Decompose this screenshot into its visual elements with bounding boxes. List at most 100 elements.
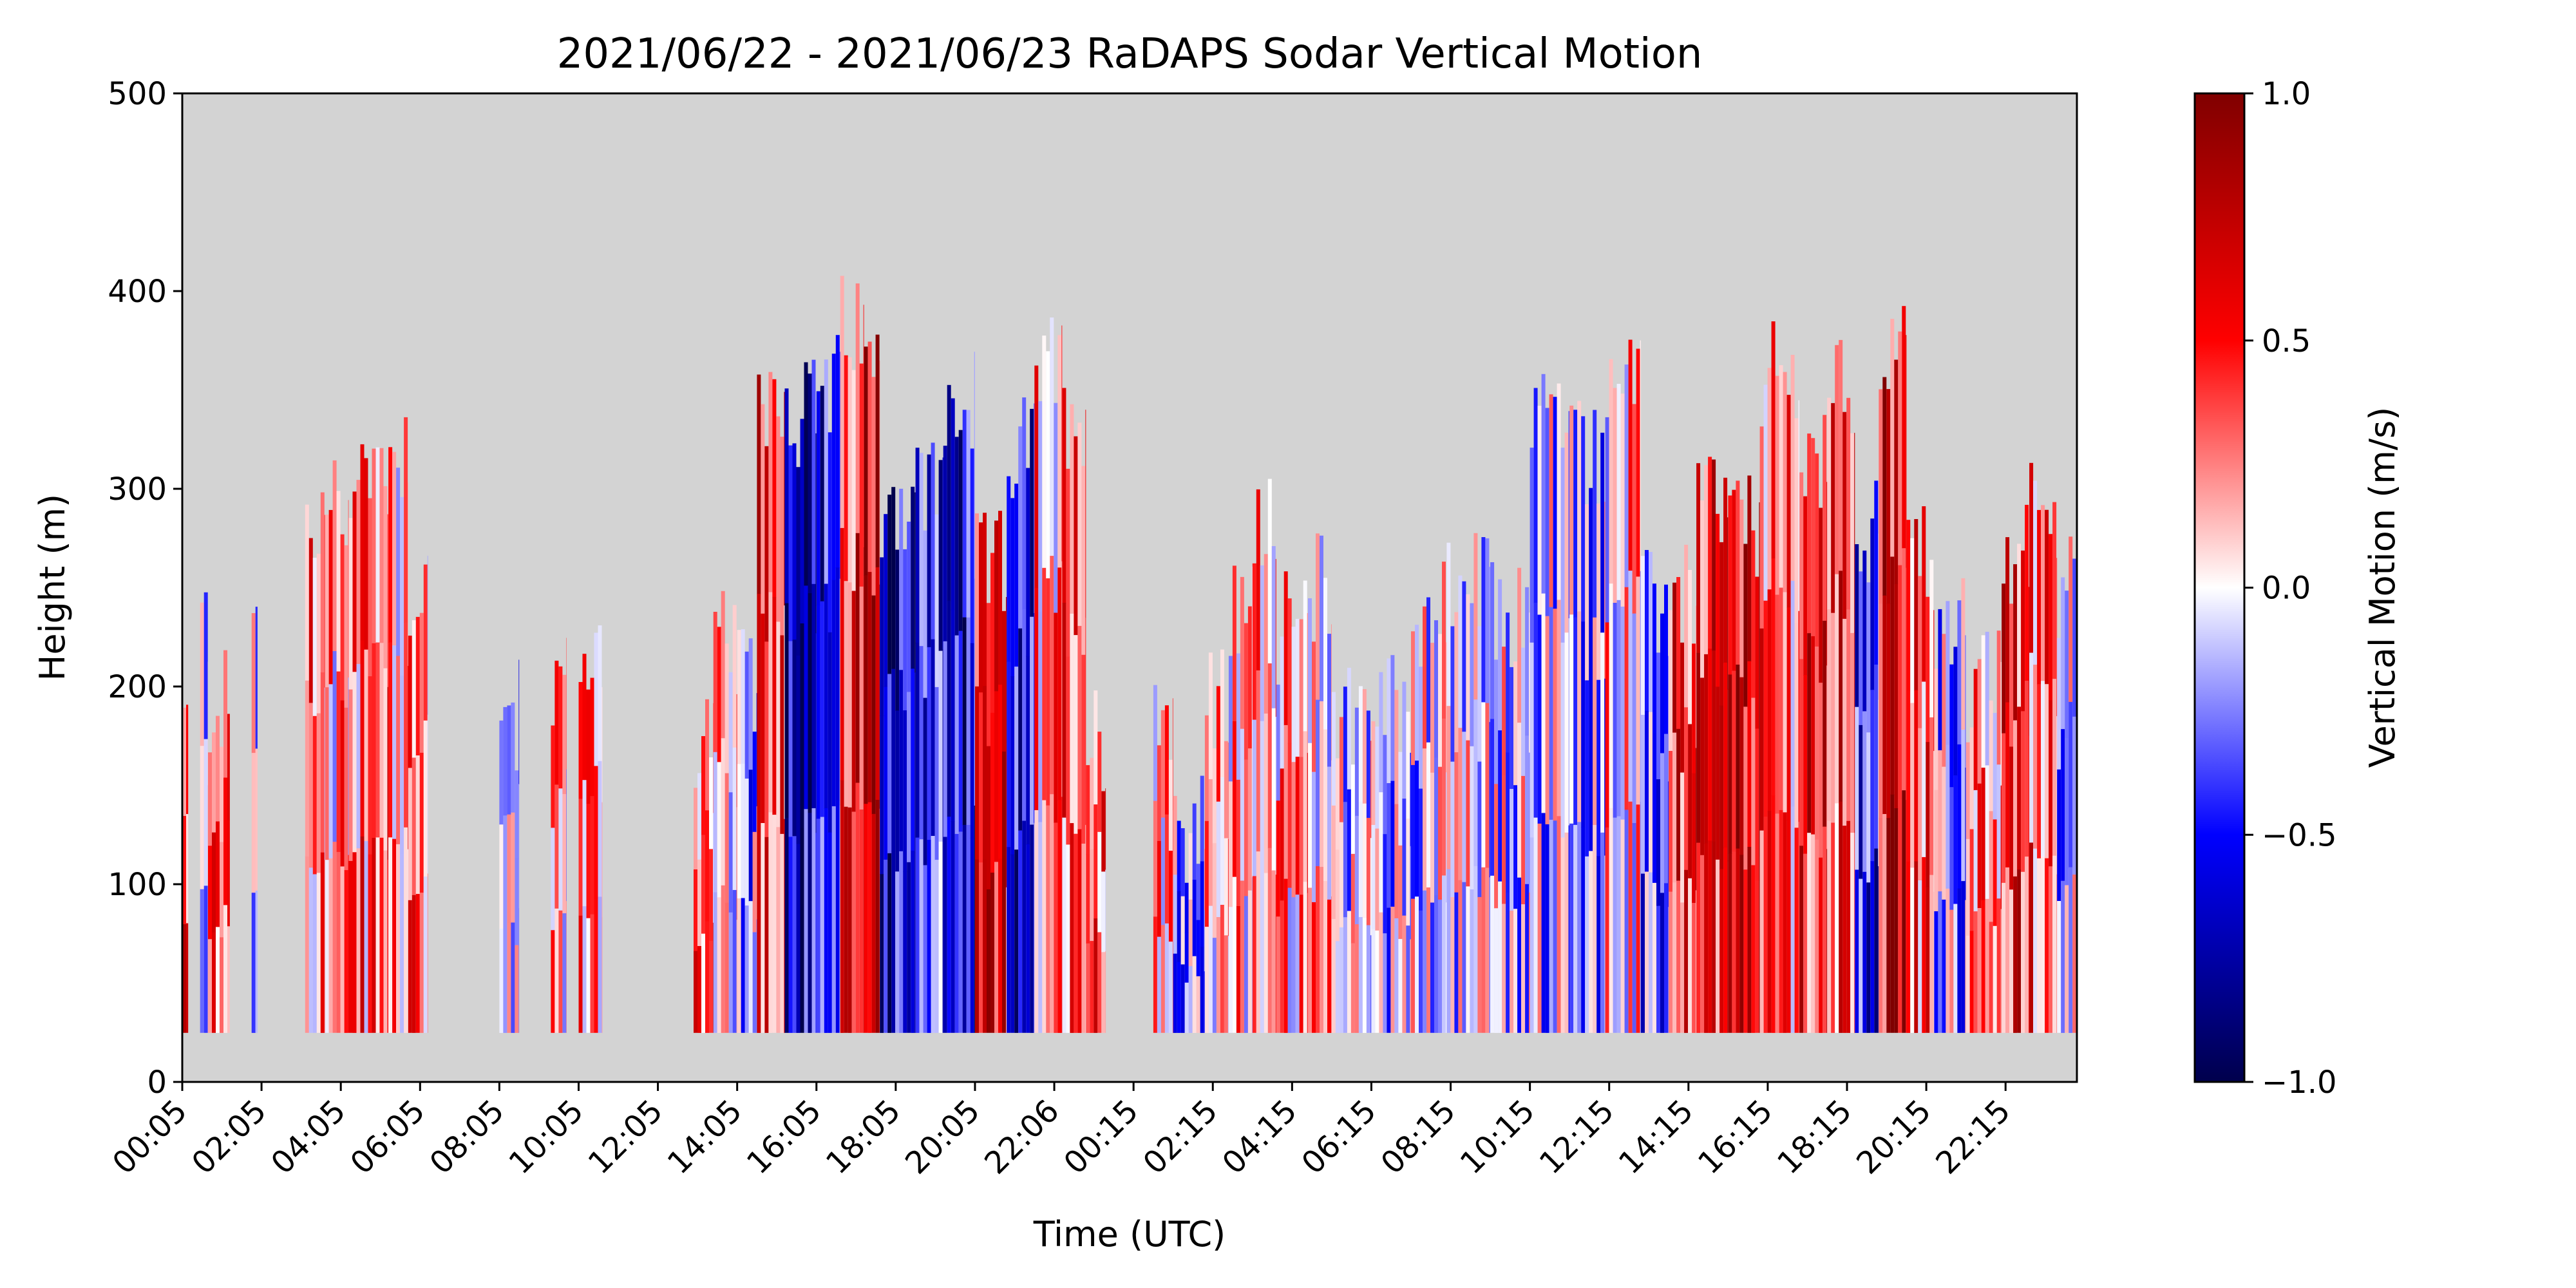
x-tick-label: 16:05	[740, 1093, 828, 1181]
x-tick-label: 08:05	[422, 1093, 511, 1181]
heatmap-segment	[2002, 504, 2030, 1033]
heatmap-segment	[1308, 533, 1332, 1033]
heatmap-segment	[713, 591, 737, 1033]
x-tick-label: 04:05	[264, 1093, 352, 1181]
heatmap-segment	[1490, 562, 1530, 1033]
x-tick-label: 08:15	[1374, 1093, 1463, 1181]
x-tick-label: 22:15	[1929, 1093, 2017, 1181]
heatmap-segment	[578, 625, 603, 1033]
y-tick-label: 200	[108, 669, 167, 705]
heatmap-segment	[1153, 685, 1173, 1033]
x-tick-label: 06:05	[343, 1093, 431, 1181]
colorbar-label: Vertical Motion (m/s)	[2362, 407, 2403, 768]
heatmap-segment	[325, 460, 349, 1033]
heatmap-segment	[694, 699, 714, 1033]
heatmap-segment	[975, 511, 1007, 1033]
colorbar-ticks: 1.0 0.5 0.0 −0.5 −1.0	[2244, 76, 2337, 1101]
y-tick-label: 0	[147, 1065, 167, 1101]
x-tick-label: 12:15	[1533, 1093, 1621, 1181]
x-tick-label: 16:15	[1691, 1093, 1779, 1181]
heatmap-segment	[757, 372, 785, 1033]
colorbar-tick-label: 1.0	[2262, 76, 2311, 112]
heatmap-segment	[880, 486, 916, 1033]
x-tick-label: 00:05	[106, 1093, 194, 1181]
heatmap-segment	[943, 352, 975, 1033]
heatmap-segment	[737, 629, 757, 1033]
chart-title: 2021/06/22 - 2021/06/23 RaDAPS Sodar Ver…	[557, 30, 1703, 78]
heatmap-segment	[1173, 775, 1205, 1033]
colorbar-tick-label: −0.5	[2262, 817, 2337, 853]
heatmap-segment	[1086, 690, 1106, 1033]
heatmap-segment	[864, 334, 880, 1033]
heatmap-segment	[915, 442, 943, 1033]
heatmap-segment	[1228, 565, 1253, 1033]
y-axis-ticks: 0 100 200 300 400 500	[108, 76, 182, 1101]
heatmap-segment	[1641, 550, 1669, 1033]
heatmap-segment	[200, 592, 208, 1033]
heatmap-segment	[1530, 374, 1570, 1033]
heatmap-segment	[1569, 401, 1605, 1033]
heatmap-segment	[1411, 562, 1447, 1033]
heatmap-segment	[1855, 480, 1879, 1033]
heatmap-layer	[182, 276, 2077, 1033]
heatmap-segment	[784, 359, 817, 1033]
heatmap-segment	[251, 607, 258, 1033]
heatmap-segment	[1371, 655, 1411, 1033]
x-tick-label: 06:15	[1295, 1093, 1383, 1181]
heatmap-segment	[1696, 457, 1728, 1033]
x-tick-label: 02:05	[185, 1093, 273, 1181]
heatmap-segment	[348, 444, 388, 1033]
x-tick-label: 18:15	[1770, 1093, 1859, 1181]
x-tick-label: 22:06	[978, 1093, 1066, 1181]
y-tick-label: 100	[108, 867, 167, 903]
x-tick-label: 14:05	[661, 1093, 749, 1181]
heatmap-segment	[1906, 506, 1935, 1033]
heatmap-segment	[1007, 397, 1035, 1033]
x-tick-label: 04:15	[1215, 1093, 1303, 1181]
colorbar-tick-label: 0.5	[2262, 323, 2311, 359]
heatmap-segment	[1827, 339, 1855, 1033]
x-tick-label: 20:05	[898, 1093, 987, 1181]
x-tick-label: 10:05	[502, 1093, 591, 1181]
heatmap-segment	[1728, 475, 1760, 1033]
x-tick-label: 02:15	[1136, 1093, 1224, 1181]
heatmap-segment	[1799, 415, 1828, 1033]
heatmap-segment	[499, 659, 520, 1033]
heatmap-segment	[208, 650, 230, 1033]
x-tick-label: 10:15	[1454, 1093, 1542, 1181]
plot-frame	[181, 92, 2078, 1083]
heatmap-segment	[1879, 306, 1907, 1033]
x-tick-label: 12:05	[582, 1093, 670, 1181]
heatmap-segment	[1934, 578, 1966, 1033]
heatmap-segment	[1276, 571, 1308, 1033]
heatmap-segment	[1204, 649, 1229, 1033]
heatmap-segment	[1446, 533, 1491, 1033]
heatmap-segment	[1252, 478, 1276, 1033]
heatmap-segment	[1331, 667, 1372, 1033]
heatmap-segment	[1605, 339, 1641, 1033]
colorbar-tick-label: −1.0	[2262, 1065, 2337, 1101]
x-axis-ticks: 00:0502:0504:0506:0508:0510:0512:0514:05…	[106, 1082, 2018, 1181]
heatmap-segment	[840, 276, 864, 1033]
heatmap-segment	[1759, 321, 1800, 1033]
heatmap-segment	[1062, 388, 1086, 1033]
colorbar	[2193, 92, 2246, 1083]
heatmap-segment	[388, 417, 408, 1033]
x-axis-label: Time (UTC)	[1033, 1214, 1226, 1255]
y-tick-label: 400	[108, 274, 167, 310]
x-tick-label: 14:15	[1612, 1093, 1700, 1181]
colorbar-tick-label: 0.0	[2262, 571, 2311, 607]
heatmap-segment	[182, 705, 189, 1033]
heatmap-segment	[1669, 544, 1697, 1033]
heatmap-segment	[816, 335, 840, 1033]
heatmap-segment	[305, 492, 325, 1033]
heatmap-segment	[1965, 630, 2002, 1033]
heatmap-segment	[551, 638, 567, 1033]
x-tick-label: 00:15	[1057, 1093, 1145, 1181]
x-tick-label: 20:15	[1850, 1093, 1938, 1181]
heatmap-segment	[1034, 317, 1063, 1033]
y-tick-label: 300	[108, 471, 167, 507]
x-tick-label: 18:05	[819, 1093, 907, 1181]
y-axis-label: Height (m)	[32, 494, 73, 681]
